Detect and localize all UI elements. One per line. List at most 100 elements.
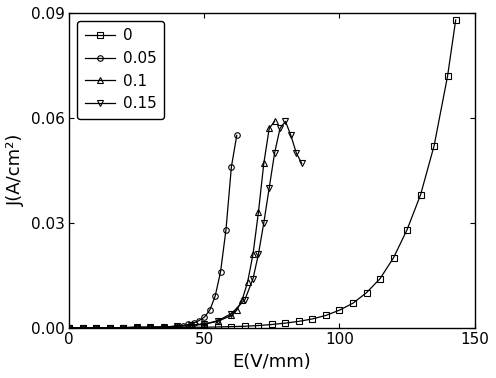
0.1 [215, 319, 221, 324]
Line: 0.15: 0.15 [66, 119, 305, 330]
0.15 [272, 150, 278, 155]
0.05 [229, 164, 235, 169]
0.15 [277, 126, 283, 131]
Legend: 0, 0.05, 0.1, 0.15: 0, 0.05, 0.1, 0.15 [77, 20, 164, 119]
0 [296, 319, 302, 324]
0.1 [161, 325, 167, 329]
0.05 [190, 321, 196, 325]
0 [80, 325, 86, 330]
0.05 [180, 323, 186, 328]
0 [134, 325, 140, 330]
0.15 [242, 297, 248, 302]
Line: 0.05: 0.05 [66, 133, 240, 330]
0.05 [185, 322, 191, 327]
0 [418, 192, 424, 197]
0.15 [250, 276, 256, 281]
0.05 [175, 324, 181, 328]
0.1 [188, 323, 194, 328]
0.15 [121, 325, 126, 330]
0.05 [161, 325, 167, 329]
0.1 [80, 325, 86, 330]
0.05 [234, 133, 240, 138]
0.1 [261, 161, 267, 166]
0.15 [215, 318, 221, 323]
0.1 [147, 325, 153, 330]
0.1 [175, 324, 181, 328]
0 [350, 301, 356, 305]
0.15 [147, 325, 153, 330]
0.1 [229, 313, 235, 318]
0.15 [66, 325, 72, 330]
X-axis label: E(V/mm): E(V/mm) [233, 353, 311, 371]
0 [364, 290, 370, 295]
0.05 [207, 308, 213, 313]
0.05 [134, 325, 140, 330]
0.05 [121, 325, 126, 330]
0 [390, 256, 396, 260]
0.05 [218, 270, 224, 274]
0.15 [80, 325, 86, 330]
0.05 [93, 325, 99, 330]
0.15 [161, 325, 167, 329]
0.1 [272, 119, 278, 124]
0 [310, 317, 315, 321]
0.1 [266, 126, 272, 131]
0 [147, 325, 153, 330]
0.15 [282, 119, 288, 124]
0.15 [134, 325, 140, 330]
0 [93, 325, 99, 330]
0.1 [255, 210, 261, 215]
0 [161, 325, 167, 330]
0.1 [93, 325, 99, 330]
0.15 [188, 323, 194, 327]
0.15 [255, 252, 261, 257]
0.15 [229, 311, 235, 316]
0.15 [93, 325, 99, 330]
0 [175, 325, 181, 330]
0.1 [66, 325, 72, 330]
0 [107, 325, 113, 330]
0 [269, 322, 275, 327]
0.15 [293, 150, 299, 155]
0.05 [223, 228, 229, 232]
Line: 0.1: 0.1 [66, 119, 277, 330]
0 [404, 228, 410, 232]
0 [453, 18, 459, 22]
0 [336, 308, 342, 313]
0.15 [175, 324, 181, 328]
0 [255, 323, 261, 328]
0 [444, 74, 450, 78]
Line: 0: 0 [66, 17, 458, 330]
0 [229, 324, 235, 329]
0 [215, 325, 221, 329]
0.15 [107, 325, 113, 330]
0.05 [80, 325, 86, 330]
0.1 [245, 280, 250, 285]
0.1 [121, 325, 126, 330]
0 [282, 321, 288, 325]
0.1 [134, 325, 140, 330]
0.05 [147, 325, 153, 330]
0 [323, 313, 329, 318]
Y-axis label: J(A/cm²): J(A/cm²) [7, 134, 25, 206]
0.05 [196, 318, 202, 323]
0.15 [299, 161, 305, 166]
0.05 [212, 294, 218, 299]
0 [188, 325, 194, 330]
0.15 [288, 133, 294, 138]
0 [201, 325, 207, 330]
0.05 [107, 325, 113, 330]
0.1 [250, 252, 256, 257]
0.1 [201, 322, 207, 327]
0 [242, 324, 248, 328]
0.15 [201, 322, 207, 327]
0.1 [107, 325, 113, 330]
0 [121, 325, 126, 330]
0.1 [239, 297, 245, 302]
0.15 [266, 186, 272, 190]
0 [377, 276, 383, 281]
0.05 [201, 315, 207, 319]
0.15 [261, 220, 267, 225]
0 [66, 325, 72, 330]
0 [431, 144, 437, 148]
